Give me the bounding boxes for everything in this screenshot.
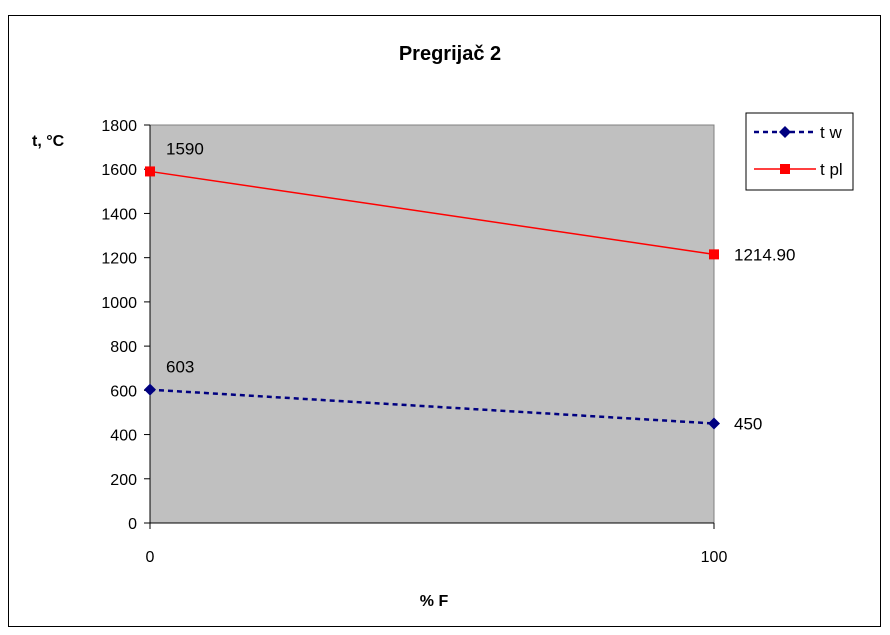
data-label: 1590: [166, 139, 204, 158]
legend-label: t w: [820, 123, 842, 142]
data-point-diamond: [708, 417, 720, 430]
y-tick-label: 200: [110, 472, 137, 489]
legend-marker-diamond: [779, 126, 791, 138]
y-tick-label: 1600: [101, 162, 137, 179]
x-tick-label: 0: [146, 549, 155, 566]
data-point-square: [145, 166, 155, 177]
legend-marker-square: [780, 164, 790, 174]
y-tick-label: 400: [110, 428, 137, 445]
data-label: 450: [734, 415, 762, 434]
y-tick-label: 0: [128, 516, 137, 533]
series-line-1: [149, 170, 715, 256]
y-axis-label: t, °C: [32, 133, 65, 150]
plot-area: [149, 124, 715, 524]
data-point-square: [709, 249, 719, 260]
legend-box: [745, 112, 854, 191]
data-label: 1214.90: [734, 245, 795, 264]
data-point-diamond: [144, 383, 156, 396]
legend-label: t pl: [820, 160, 843, 179]
y-tick-label: 1400: [101, 206, 137, 223]
x-tick-label: 100: [701, 549, 728, 566]
x-axis-label: % F: [420, 593, 449, 610]
data-label: 603: [166, 358, 194, 377]
series-line-0: [149, 388, 715, 425]
y-tick-label: 1200: [101, 251, 137, 268]
y-tick-label: 1000: [101, 295, 137, 312]
y-tick-label: 1800: [101, 118, 137, 135]
chart-title: Pregrijač 2: [399, 43, 501, 65]
y-tick-label: 600: [110, 383, 137, 400]
y-tick-label: 800: [110, 339, 137, 356]
